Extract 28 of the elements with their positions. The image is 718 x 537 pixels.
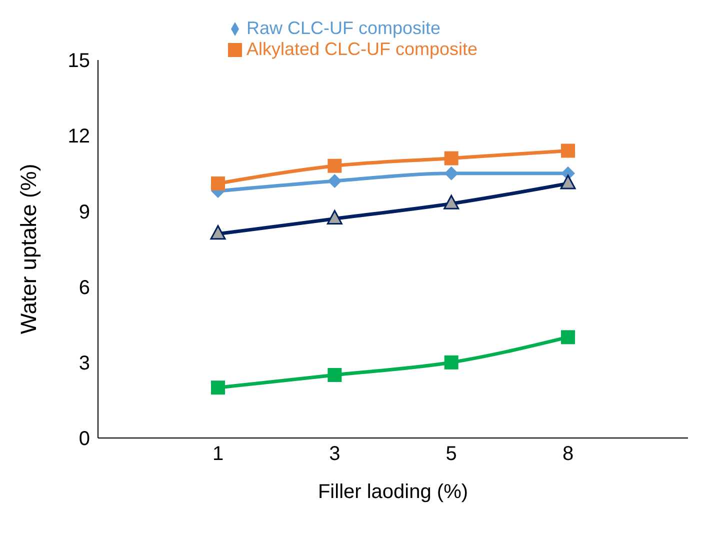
point [211, 176, 225, 190]
y-tick-label: 3 [78, 352, 90, 374]
legend-label: Raw CLC-UF composite [246, 18, 440, 38]
y-tick-label: 12 [68, 126, 90, 148]
point [444, 151, 458, 166]
point [560, 174, 576, 190]
x-tick-label: 8 [562, 443, 574, 466]
point [444, 355, 458, 370]
point [328, 368, 342, 382]
point [328, 174, 342, 188]
x-tick-label: 5 [446, 443, 457, 466]
x-axis-title: Filler laoding (%) [318, 481, 468, 503]
y-tick-label: 6 [78, 276, 90, 299]
x-tick-label: 3 [329, 443, 340, 466]
legend-label: Alkylated CLC-UF composite [246, 39, 478, 59]
y-axis-title: Water uptake (%) [16, 164, 41, 334]
point [210, 225, 226, 240]
y-tick-label: 0 [78, 428, 90, 450]
point [326, 210, 342, 225]
point [561, 330, 575, 344]
point [328, 158, 342, 173]
point [561, 144, 575, 158]
point [444, 194, 460, 210]
point [444, 166, 458, 180]
y-tick-label: 9 [78, 201, 90, 224]
y-tick-label: 15 [68, 50, 90, 72]
point [211, 380, 225, 395]
x-tick-label: 1 [212, 443, 224, 466]
